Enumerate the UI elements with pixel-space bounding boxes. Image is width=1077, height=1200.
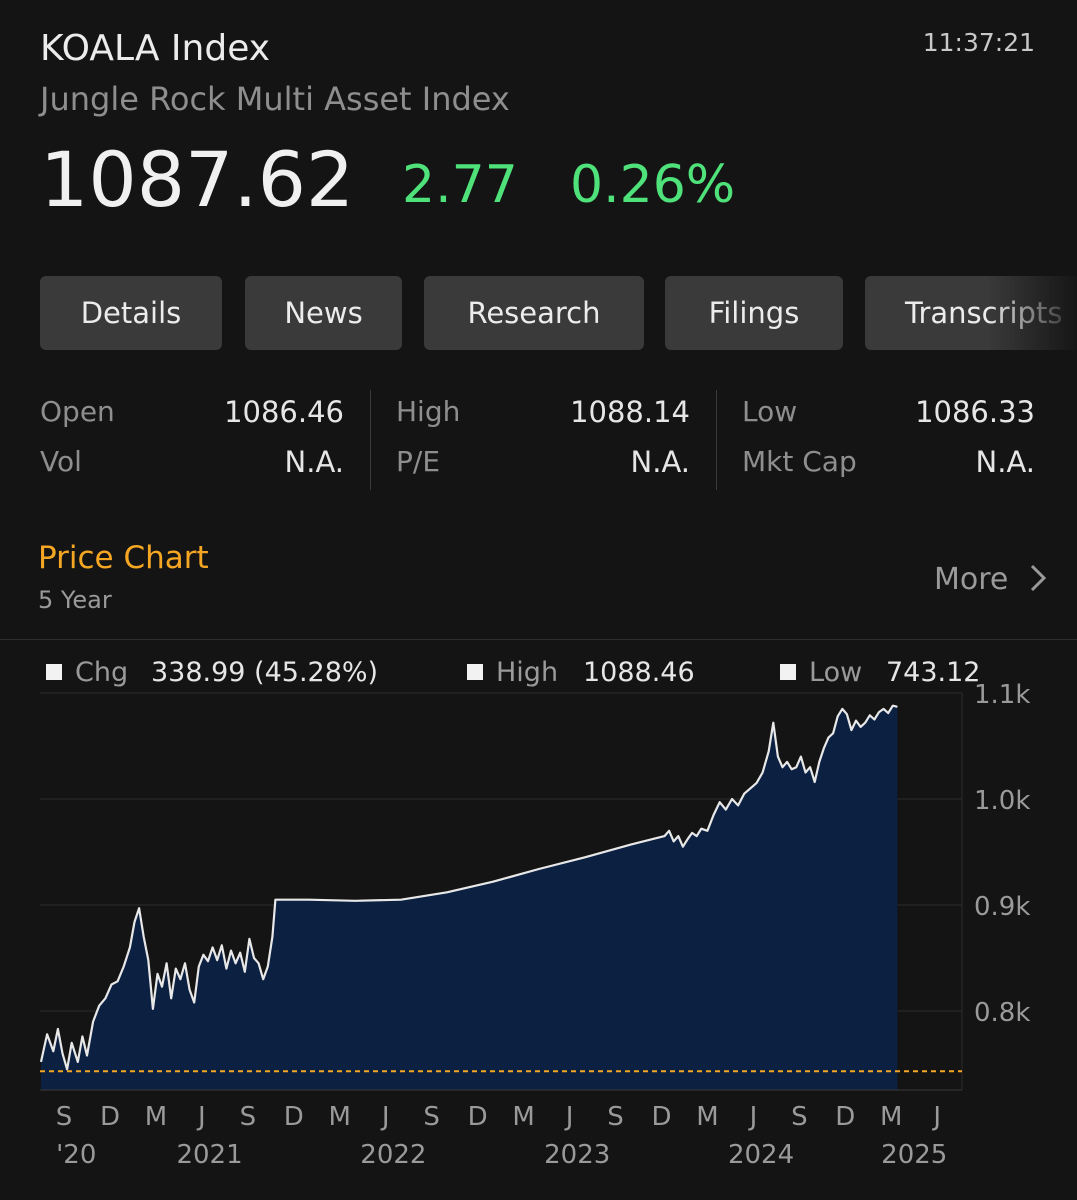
high-value: 1088.14 [570,395,690,429]
high-label: High [396,395,461,428]
legend-high-label: High [496,657,559,688]
percent-change: 0.26% [570,155,736,215]
x-tick-label: M [512,1102,534,1132]
section-title: Price Chart [38,540,209,576]
low-label: Low [742,395,798,428]
legend-marker [467,664,483,680]
x-tick-label: J [748,1102,758,1132]
x-year-label: '20 [56,1140,96,1170]
x-tick-label: S [607,1102,624,1132]
more-label: More [934,562,1009,597]
x-tick-label: J [380,1102,390,1132]
x-tick-label: J [196,1102,206,1132]
x-tick-label: M [145,1102,167,1132]
price-area [41,705,898,1090]
index-full-name: Jungle Rock Multi Asset Index [40,80,510,118]
tab-details[interactable]: Details [40,276,222,350]
mktcap-value: N.A. [975,445,1035,479]
y-tick-label: 1.1k [974,680,1030,710]
pe-value: N.A. [630,445,690,479]
x-year-label: 2023 [544,1140,610,1170]
open-label: Open [40,395,115,428]
x-tick-label: D [100,1102,120,1132]
open-value: 1086.46 [224,395,344,429]
stats-divider [370,390,371,490]
y-tick-label: 1.0k [974,786,1030,816]
x-tick-label: D [284,1102,304,1132]
tab-bar: Details News Research Filings Transcript… [40,276,1077,350]
x-tick-label: D [468,1102,488,1132]
price-chart[interactable]: 1.1k1.0k0.9k0.8kS D M J S D M J S D M J S D M J S D M J'20 2… [0,680,1077,1200]
x-tick-label: M [880,1102,902,1132]
tab-filings[interactable]: Filings [665,276,843,350]
y-tick-label: 0.9k [974,892,1030,922]
last-price: 1087.62 [40,135,355,224]
x-tick-label: J [931,1102,941,1132]
x-year-label: 2022 [360,1140,426,1170]
pe-label: P/E [396,445,441,478]
legend-marker [46,664,62,680]
mktcap-label: Mkt Cap [742,445,857,478]
legend-marker [780,664,796,680]
tab-scroll-fade [987,276,1077,350]
x-tick-label: S [423,1102,440,1132]
legend-low-value: 743.12 [886,657,981,688]
y-tick-label: 0.8k [974,998,1030,1028]
section-divider [0,639,1077,640]
legend-low-label: Low [809,657,863,688]
price-line [39,704,898,1071]
x-tick-label: D [835,1102,855,1132]
tab-research[interactable]: Research [424,276,644,350]
vol-label: Vol [40,445,82,478]
x-tick-label: M [696,1102,718,1132]
stats-divider [716,390,717,490]
index-title: KOALA Index [40,28,271,69]
net-change: 2.77 [402,155,518,215]
x-tick-label: S [240,1102,257,1132]
x-tick-label: S [791,1102,808,1132]
x-year-label: 2021 [176,1140,242,1170]
chevron-right-icon [1030,564,1047,592]
legend-chg-label: Chg [75,657,129,688]
chart-period: 5 Year [38,586,112,614]
x-tick-label: S [56,1102,73,1132]
x-tick-label: M [329,1102,351,1132]
tab-news[interactable]: News [245,276,402,350]
last-update-time: 11:37:21 [922,28,1035,57]
x-tick-label: J [564,1102,574,1132]
more-link[interactable]: More [934,562,1048,597]
vol-value: N.A. [284,445,344,479]
x-year-label: 2025 [881,1140,947,1170]
legend-chg-value: 338.99 (45.28%) [151,657,379,688]
low-value: 1086.33 [915,395,1035,429]
legend-high-value: 1088.46 [583,657,695,688]
x-year-label: 2024 [728,1140,794,1170]
x-tick-label: D [651,1102,671,1132]
